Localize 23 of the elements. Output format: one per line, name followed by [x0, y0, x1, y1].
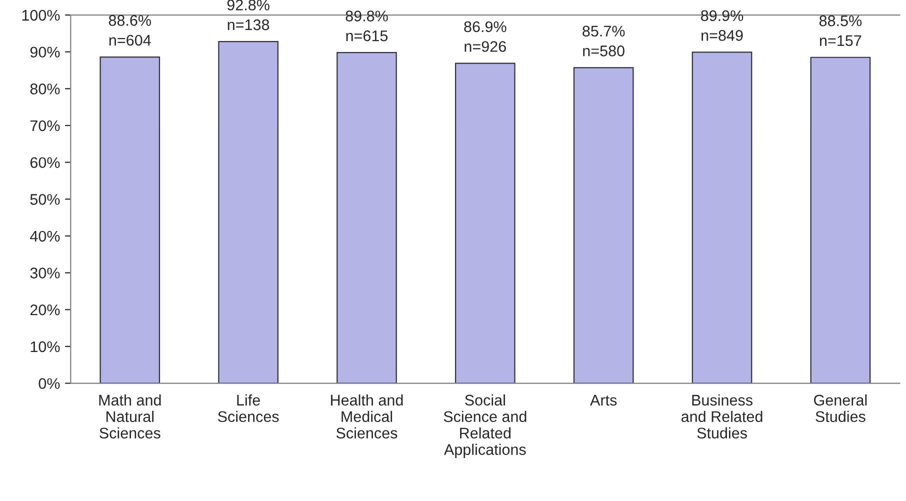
y-tick-label: 40% [30, 230, 60, 242]
x-tick-label: Math and Natural Sciences [99, 394, 161, 439]
x-tick-label: Social Science and Related Applications [444, 394, 526, 458]
x-tick-label: Arts [590, 394, 617, 406]
y-tick-label: 70% [30, 120, 60, 132]
y-tick-label: 50% [30, 194, 60, 205]
y-tick-label: 0% [38, 378, 60, 389]
x-tick-label: Life Sciences [218, 394, 279, 422]
data-label: 86.9% n=926 [464, 21, 506, 52]
data-label: 92.8% n=138 [227, 0, 270, 30]
y-tick-label: 20% [30, 304, 60, 316]
x-tick-label: Business and Related Studies [681, 394, 762, 439]
data-label: 88.5% n=157 [819, 15, 862, 46]
y-tick-label: 30% [30, 268, 60, 278]
y-tick-label: 80% [30, 84, 60, 94]
data-label: 85.7% n=580 [582, 26, 625, 56]
x-tick-label: General Studies [814, 394, 867, 422]
data-label: 88.6% n=604 [108, 15, 151, 46]
y-tick-label: 60% [30, 157, 60, 168]
x-tick-label: Health and Medical Sciences [331, 394, 403, 439]
y-tick-label: 100% [22, 10, 60, 21]
y-tick-label: 10% [30, 341, 60, 352]
y-tick-label: 90% [30, 46, 60, 58]
